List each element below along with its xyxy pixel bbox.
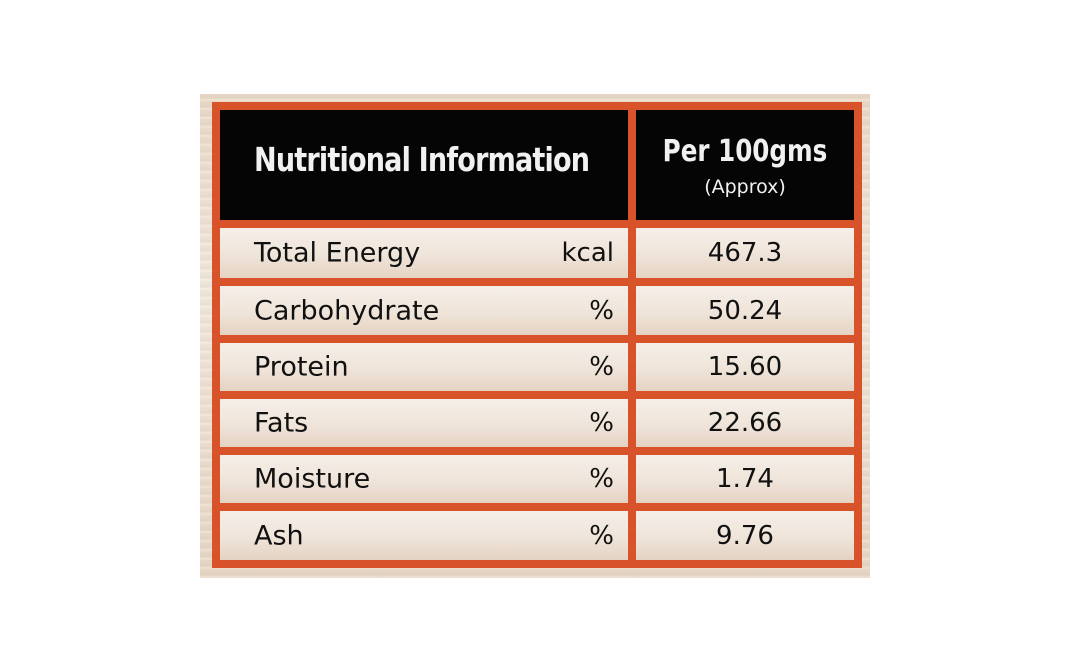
nutrient-label: Ash	[254, 520, 304, 551]
nutrient-value: 9.76	[716, 520, 774, 551]
nutrient-label: Fats	[254, 407, 309, 439]
nutrient-label: Moisture	[254, 463, 371, 495]
nutrient-label: Protein	[254, 351, 349, 383]
nutrient-label: Total Energy	[254, 237, 421, 269]
value-cell: 22.66	[636, 399, 854, 447]
nutrition-table: Nutritional Information Per 100gms (Appr…	[212, 102, 862, 568]
table-title: Nutritional Information	[254, 140, 590, 179]
nutrient-unit: %	[589, 352, 614, 382]
nutrient-value: 50.24	[707, 295, 783, 326]
nutrient-value: 467.3	[707, 238, 783, 268]
nutrient-value: 15.60	[707, 352, 783, 382]
table-row: Carbohydrate %	[220, 286, 628, 335]
nutrient-unit: %	[589, 464, 614, 494]
table-row: Ash %	[220, 511, 628, 560]
nutrient-unit: %	[589, 408, 614, 438]
nutrient-value: 22.66	[707, 408, 783, 438]
per-100gms-label: Per 100gms	[662, 134, 828, 169]
value-cell: 15.60	[636, 343, 854, 391]
nutrient-unit: %	[589, 295, 614, 326]
nutrient-value: 1.74	[716, 464, 774, 494]
table-row: Protein %	[220, 343, 628, 391]
value-cell: 50.24	[636, 286, 854, 335]
header-title-cell: Nutritional Information	[220, 110, 628, 220]
nutrient-unit: kcal	[561, 238, 614, 268]
table-row: Total Energy kcal	[220, 228, 628, 278]
table-row: Moisture %	[220, 455, 628, 503]
nutrient-unit: %	[589, 520, 614, 551]
table-row: Fats %	[220, 399, 628, 447]
value-cell: 1.74	[636, 455, 854, 503]
approx-label: (Approx)	[704, 176, 786, 198]
value-cell: 9.76	[636, 511, 854, 560]
value-cell: 467.3	[636, 228, 854, 278]
nutrient-label: Carbohydrate	[254, 295, 440, 326]
header-per-cell: Per 100gms (Approx)	[636, 110, 854, 220]
